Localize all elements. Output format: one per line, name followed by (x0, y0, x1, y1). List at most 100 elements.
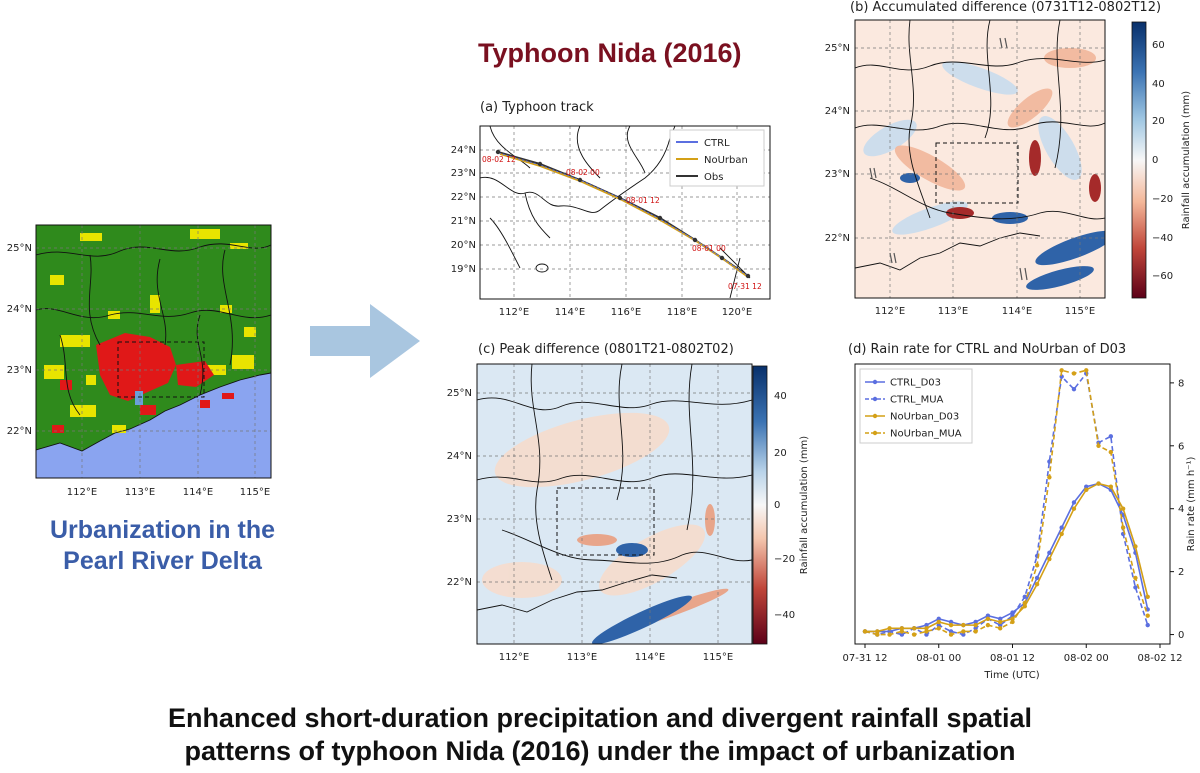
bottom-caption-line2: patterns of typhoon Nida (2016) under th… (184, 736, 1016, 766)
legend-label: NoUrban_D03 (890, 412, 959, 423)
lon-tick: 112°E (499, 307, 529, 318)
panel-b-map: 25°N 24°N 23°N 22°N 112°E 113°E 114°E 11… (810, 18, 1200, 328)
colorbar-tick: 0 (774, 500, 780, 511)
lat-tick: 24°N (825, 106, 850, 117)
data-point (1059, 531, 1064, 537)
lat-tick: 22°N (825, 233, 850, 244)
lon-tick: 115°E (703, 652, 733, 663)
data-point (1084, 484, 1089, 489)
data-point (1096, 481, 1101, 486)
track-time-label: 08-02 12 (482, 155, 516, 164)
lat-tick: 22°N (451, 192, 476, 203)
data-point (961, 629, 966, 634)
data-point (1084, 487, 1089, 493)
data-point (936, 622, 941, 628)
data-point (1047, 475, 1052, 480)
data-point (1034, 582, 1040, 587)
data-point (998, 616, 1003, 622)
data-point (899, 626, 905, 631)
data-point (1059, 368, 1064, 373)
data-point (887, 629, 892, 634)
data-point (875, 629, 880, 634)
data-point (948, 619, 954, 625)
data-point (1047, 550, 1052, 555)
data-point (936, 626, 941, 631)
data-point (1022, 594, 1027, 600)
data-point (899, 629, 905, 634)
colorbar-tick: 0 (1152, 155, 1158, 166)
lon-tick: 116°E (611, 307, 641, 318)
track-time-label: 07-31 12 (728, 282, 762, 291)
data-point (1071, 371, 1077, 376)
lon-tick: 113°E (938, 306, 968, 317)
data-point (985, 616, 991, 622)
legend-marker (872, 379, 878, 385)
data-point (961, 622, 966, 628)
data-point (1071, 500, 1077, 505)
lat-tick: 23°N (451, 168, 476, 179)
lat-tick: 25°N (447, 388, 472, 399)
panel-c-map: 25°N 24°N 23°N 22°N 112°E 113°E 114°E 11… (432, 360, 822, 672)
x-tick-label: 07-31 12 (843, 653, 888, 664)
data-point (1022, 604, 1027, 609)
lat-tick: 21°N (451, 216, 476, 227)
data-point (1071, 506, 1077, 511)
lon-tick: 112°E (499, 652, 529, 663)
legend-label: CTRL_MUA (890, 395, 944, 406)
main-title: Typhoon Nida (2016) (478, 38, 742, 68)
lon-tick: 114°E (555, 307, 585, 318)
track-nourban (499, 153, 749, 278)
series-line-NoUrban_D03 (865, 482, 1149, 633)
data-point (998, 626, 1003, 631)
data-point (1108, 434, 1114, 439)
lon-tick: 113°E (125, 487, 155, 498)
series-line-CTRL_D03 (865, 482, 1149, 633)
data-point (973, 622, 978, 628)
data-point (862, 629, 868, 634)
lat-tick: 20°N (451, 240, 476, 251)
legend-label: Obs (704, 172, 723, 183)
data-point (887, 626, 892, 631)
lon-tick: 114°E (183, 487, 213, 498)
lat-tick: 24°N (7, 304, 32, 315)
data-point (1133, 544, 1138, 549)
data-point (1120, 525, 1126, 530)
panel-a-map: 08-02 12 08-02 00 08-01 12 08-01 00 07-3… (430, 118, 775, 328)
bottom-caption-line1: Enhanced short-duration precipitation an… (167, 703, 1033, 733)
lat-tick: 25°N (7, 243, 32, 254)
data-point (936, 619, 941, 625)
colorbar-b (1131, 21, 1147, 299)
panel-a-title: (a) Typhoon track (480, 100, 594, 115)
legend-label: NoUrban_MUA (890, 429, 962, 440)
legend-label: CTRL_D03 (890, 378, 941, 389)
colorbar-tick: −40 (1152, 233, 1173, 244)
data-point (961, 632, 966, 637)
x-axis-label: Time (UTC) (983, 670, 1039, 681)
data-point (924, 629, 929, 634)
data-point (924, 632, 929, 637)
lat-tick: 19°N (451, 264, 476, 275)
y-tick-label: 0 (1178, 630, 1184, 641)
data-point (1022, 600, 1027, 606)
colorbar-tick: −20 (774, 554, 795, 565)
data-point (1084, 368, 1089, 373)
colorbar-label: Rainfall accumulation (mm) (1181, 91, 1192, 230)
lon-tick: 114°E (1002, 306, 1032, 317)
y-tick-label: 2 (1178, 567, 1184, 578)
landuse-field (36, 225, 271, 478)
urbanization-caption-line2: Pearl River Delta (63, 547, 262, 575)
data-point (936, 616, 941, 622)
panel-d-chart: 07-31 12 08-01 00 08-01 12 08-02 00 08-02 12… (832, 358, 1200, 688)
data-point (924, 622, 929, 628)
data-point (973, 629, 978, 634)
panel-b-title: (b) Accumulated difference (0731T12-0802… (850, 0, 1162, 15)
lat-tick: 23°N (7, 365, 32, 376)
data-point (899, 632, 905, 637)
track-time-label: 08-01 00 (692, 244, 726, 253)
legend-label: CTRL (704, 138, 730, 149)
lon-tick: 113°E (567, 652, 597, 663)
x-tick-label: 08-02 12 (1138, 653, 1183, 664)
data-point (998, 619, 1003, 625)
panel-c-svg: 25°N 24°N 23°N 22°N 112°E 113°E 114°E 11… (447, 363, 810, 663)
panel-c-title: (c) Peak difference (0801T21-0802T02) (478, 342, 734, 357)
